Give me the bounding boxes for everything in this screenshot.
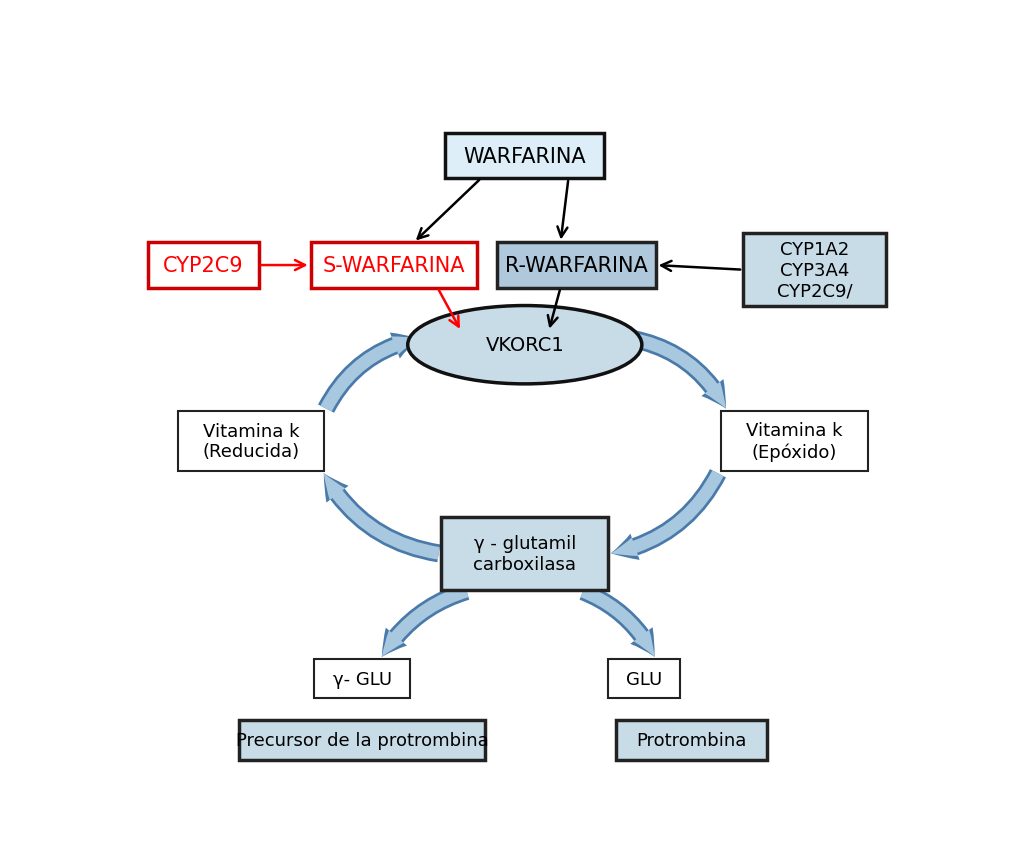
FancyArrowPatch shape: [581, 585, 654, 657]
FancyBboxPatch shape: [743, 234, 886, 307]
Text: VKORC1: VKORC1: [485, 336, 564, 355]
Text: Precursor de la protrombina: Precursor de la protrombina: [236, 731, 488, 749]
Text: γ- GLU: γ- GLU: [333, 670, 391, 688]
Text: S-WARFARINA: S-WARFARINA: [323, 256, 465, 276]
FancyArrowPatch shape: [321, 337, 419, 412]
FancyBboxPatch shape: [314, 660, 410, 698]
Text: CYP1A2
CYP3A4
CYP2C9/: CYP1A2 CYP3A4 CYP2C9/: [776, 240, 852, 300]
FancyArrowPatch shape: [382, 585, 468, 657]
FancyBboxPatch shape: [616, 720, 767, 759]
FancyArrowPatch shape: [318, 333, 419, 413]
FancyBboxPatch shape: [310, 243, 477, 288]
Text: Vitamina k
(Reducida): Vitamina k (Reducida): [203, 422, 300, 461]
Text: WARFARINA: WARFARINA: [464, 146, 586, 166]
FancyBboxPatch shape: [497, 243, 655, 288]
FancyBboxPatch shape: [445, 133, 604, 179]
Text: GLU: GLU: [626, 670, 662, 688]
FancyArrowPatch shape: [580, 583, 654, 657]
FancyArrowPatch shape: [629, 331, 726, 409]
FancyBboxPatch shape: [441, 517, 608, 591]
FancyBboxPatch shape: [239, 720, 485, 759]
FancyArrowPatch shape: [630, 333, 726, 409]
FancyArrowPatch shape: [382, 583, 469, 657]
FancyArrowPatch shape: [324, 474, 440, 562]
FancyArrowPatch shape: [611, 471, 724, 556]
Text: R-WARFARINA: R-WARFARINA: [505, 256, 648, 276]
Text: Vitamina k
(Epóxido): Vitamina k (Epóxido): [746, 422, 843, 461]
Text: Protrombina: Protrombina: [636, 731, 746, 749]
FancyBboxPatch shape: [608, 660, 680, 698]
Ellipse shape: [408, 307, 642, 384]
FancyBboxPatch shape: [721, 412, 868, 471]
FancyBboxPatch shape: [147, 243, 259, 288]
Text: γ - glutamil
carboxilasa: γ - glutamil carboxilasa: [473, 535, 577, 573]
FancyArrowPatch shape: [324, 474, 439, 560]
FancyBboxPatch shape: [177, 412, 325, 471]
FancyArrowPatch shape: [611, 469, 726, 561]
Text: CYP2C9: CYP2C9: [163, 256, 244, 276]
